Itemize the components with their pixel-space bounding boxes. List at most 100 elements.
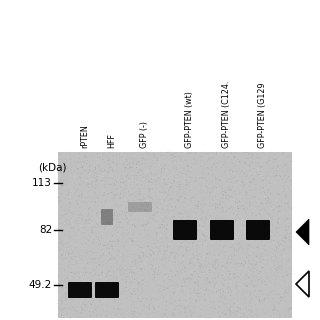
- Point: [176, 182, 181, 187]
- Point: [84, 298, 89, 303]
- Point: [107, 245, 112, 250]
- Point: [204, 265, 209, 270]
- Point: [181, 222, 186, 227]
- Point: [70, 216, 75, 221]
- Point: [199, 188, 204, 193]
- Point: [270, 279, 276, 284]
- Point: [116, 204, 121, 209]
- Point: [183, 196, 188, 201]
- Point: [138, 241, 143, 246]
- Point: [56, 198, 61, 203]
- Point: [83, 309, 88, 315]
- Point: [168, 223, 173, 228]
- Point: [105, 242, 110, 247]
- Point: [87, 164, 92, 170]
- Point: [289, 206, 294, 212]
- Point: [120, 150, 125, 155]
- Point: [158, 170, 164, 175]
- Point: [78, 255, 84, 260]
- Point: [67, 314, 72, 319]
- Point: [274, 225, 279, 230]
- Point: [163, 311, 168, 316]
- Point: [61, 277, 66, 282]
- Point: [121, 258, 126, 263]
- Point: [119, 192, 124, 197]
- Point: [287, 254, 292, 259]
- Point: [106, 161, 111, 166]
- Point: [244, 182, 249, 187]
- Point: [222, 283, 227, 288]
- Point: [244, 200, 249, 205]
- Point: [156, 176, 161, 181]
- Point: [192, 173, 197, 178]
- Point: [238, 307, 243, 312]
- Point: [124, 273, 129, 278]
- Point: [202, 161, 207, 166]
- Point: [200, 211, 205, 216]
- Point: [285, 179, 290, 184]
- Point: [139, 266, 144, 271]
- Point: [147, 179, 152, 184]
- Point: [257, 287, 262, 292]
- Point: [127, 156, 132, 161]
- Point: [124, 309, 129, 314]
- Point: [87, 205, 92, 210]
- Point: [218, 236, 223, 241]
- Point: [171, 173, 176, 179]
- Point: [238, 283, 243, 288]
- Point: [254, 268, 259, 273]
- Point: [267, 254, 272, 259]
- Point: [58, 157, 63, 162]
- Point: [124, 309, 129, 315]
- Point: [110, 239, 115, 244]
- Point: [154, 182, 159, 187]
- Point: [286, 234, 291, 239]
- Point: [148, 187, 153, 192]
- Point: [152, 287, 157, 292]
- Point: [66, 308, 71, 313]
- Point: [91, 267, 96, 272]
- Point: [115, 307, 120, 312]
- Point: [108, 266, 113, 271]
- Point: [171, 236, 176, 241]
- Point: [186, 250, 191, 255]
- Point: [98, 188, 103, 193]
- Point: [85, 237, 90, 242]
- Point: [116, 250, 121, 255]
- Point: [288, 268, 293, 274]
- Point: [93, 260, 99, 265]
- Point: [196, 185, 201, 190]
- Point: [114, 170, 119, 175]
- Point: [128, 292, 133, 297]
- Point: [76, 297, 81, 302]
- Point: [208, 311, 213, 316]
- Point: [276, 311, 282, 316]
- Point: [182, 303, 187, 308]
- Point: [237, 195, 242, 200]
- Point: [80, 161, 85, 166]
- Point: [110, 244, 115, 249]
- Point: [166, 250, 171, 255]
- Point: [214, 202, 219, 207]
- Point: [271, 237, 276, 243]
- Point: [248, 235, 253, 240]
- Point: [96, 310, 101, 316]
- Point: [238, 244, 243, 249]
- Point: [99, 173, 104, 179]
- Point: [284, 236, 289, 241]
- Point: [177, 196, 182, 201]
- Point: [209, 154, 214, 159]
- Point: [164, 216, 169, 221]
- Point: [244, 210, 249, 215]
- Point: [248, 308, 253, 313]
- Point: [121, 278, 126, 283]
- Point: [196, 284, 201, 289]
- Point: [222, 169, 227, 174]
- Point: [72, 164, 77, 169]
- Point: [67, 275, 72, 280]
- Point: [162, 223, 167, 228]
- Point: [162, 190, 167, 196]
- Point: [249, 303, 254, 308]
- Point: [248, 188, 253, 193]
- Point: [163, 311, 168, 316]
